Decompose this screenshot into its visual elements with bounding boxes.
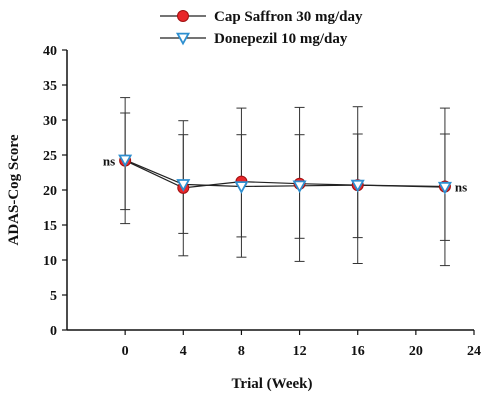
series-layer <box>118 97 452 267</box>
ns-annotation: ns <box>103 154 115 169</box>
legend-label: Cap Saffron 30 mg/day <box>214 9 363 25</box>
point-donepezil <box>350 179 365 193</box>
annotation-layer: ns ns <box>103 154 467 195</box>
x-tick-label: 0 <box>122 344 129 359</box>
y-tick-label: 10 <box>43 254 57 269</box>
x-tick-label: 12 <box>293 344 307 359</box>
legend: Cap Saffron 30 mg/day Donepezil 10 mg/day <box>160 9 363 47</box>
ns-annotation: ns <box>455 180 467 195</box>
x-tick-label: 24 <box>467 344 481 359</box>
point-donepezil <box>292 180 307 194</box>
legend-item-donepezil: Donepezil 10 mg/day <box>160 31 348 47</box>
error-bars-donepezil <box>120 112 450 241</box>
y-tick-label: 40 <box>43 44 57 59</box>
x-tick-label: 4 <box>180 344 187 359</box>
y-tick-label: 15 <box>43 219 57 234</box>
axes: 0 5 10 15 20 25 30 35 40 0 4 8 12 16 20 24 <box>43 44 481 359</box>
legend-marker <box>177 10 189 22</box>
y-tick-label: 20 <box>43 184 57 199</box>
series-line-donepezil <box>124 159 445 188</box>
y-axis-title: ADAS-Cog Score <box>6 134 22 245</box>
legend-label: Donepezil 10 mg/day <box>214 31 348 47</box>
y-tick-label: 30 <box>43 114 57 129</box>
x-tick-label: 20 <box>409 344 423 359</box>
x-tick-label: 16 <box>351 344 365 359</box>
x-axis-title: Trial (Week) <box>232 376 313 392</box>
point-donepezil <box>118 154 133 168</box>
y-tick-label: 0 <box>50 324 57 339</box>
legend-marker <box>175 32 191 46</box>
y-tick-label: 25 <box>43 149 57 164</box>
point-donepezil <box>234 181 249 194</box>
series-line-saffron <box>124 160 445 189</box>
point-donepezil <box>437 181 452 195</box>
y-tick-label: 35 <box>43 79 57 94</box>
y-tick-label: 5 <box>50 289 57 304</box>
point-donepezil <box>176 179 191 192</box>
x-tick-label: 8 <box>238 344 245 359</box>
legend-item-saffron: Cap Saffron 30 mg/day <box>160 9 363 25</box>
